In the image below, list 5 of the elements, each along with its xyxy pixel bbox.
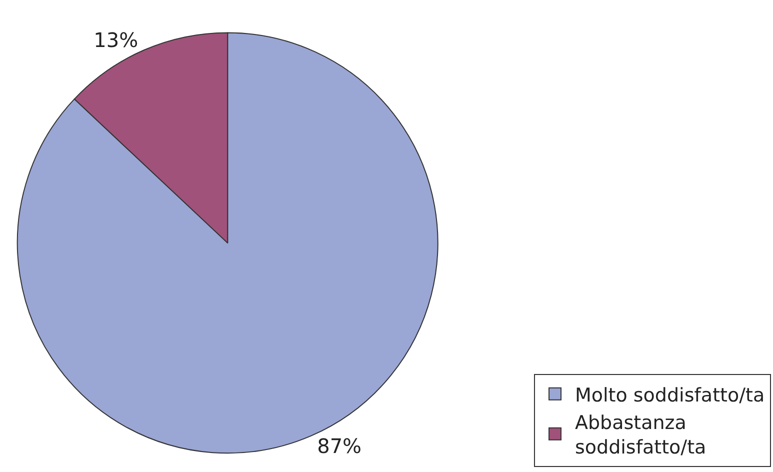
data-label: 13% (94, 28, 138, 52)
legend-label: Molto soddisfatto/ta (575, 384, 765, 406)
legend-label: Abbastanza soddisfatto/ta (575, 412, 706, 459)
data-label: 87% (317, 434, 362, 458)
pie-slice (16, 32, 438, 454)
